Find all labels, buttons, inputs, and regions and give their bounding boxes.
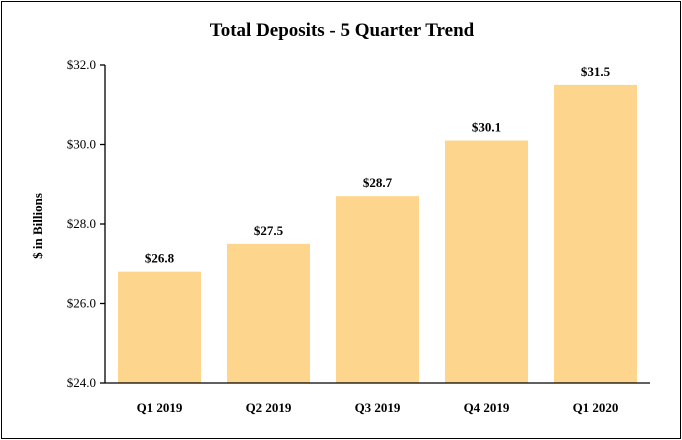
x-category-label: Q3 2019 bbox=[355, 400, 401, 415]
bar-data-label: $28.7 bbox=[363, 175, 393, 190]
y-tick-label: $32.0 bbox=[67, 57, 96, 72]
y-ticks-layer: $24.0 $26.0 $28.0 $30.0 $32.0 bbox=[67, 57, 105, 390]
bar bbox=[445, 140, 528, 383]
bar bbox=[554, 84, 637, 383]
y-tick-label: $28.0 bbox=[67, 216, 96, 231]
bar bbox=[118, 271, 201, 383]
x-category-label: Q2 2019 bbox=[246, 400, 292, 415]
y-axis-label: $ in Billions bbox=[30, 193, 45, 259]
y-tick-label: $24.0 bbox=[67, 375, 96, 390]
bar-data-label: $27.5 bbox=[254, 223, 284, 238]
bar bbox=[227, 243, 310, 383]
chart-title: Total Deposits - 5 Quarter Trend bbox=[210, 20, 475, 41]
x-category-label: Q4 2019 bbox=[464, 400, 510, 415]
y-tick-label: $26.0 bbox=[67, 296, 96, 311]
bar-data-label: $31.5 bbox=[581, 64, 611, 79]
bar bbox=[336, 196, 419, 383]
x-category-label: Q1 2019 bbox=[137, 400, 183, 415]
data-labels-layer: $26.8 $27.5 $28.7 $30.1 $31.5 bbox=[145, 64, 611, 266]
bar-data-label: $26.8 bbox=[145, 251, 175, 266]
bars-layer bbox=[118, 84, 637, 383]
x-category-label: Q1 2020 bbox=[573, 400, 619, 415]
x-categories-layer: Q1 2019 Q2 2019 Q3 2019 Q4 2019 Q1 2020 bbox=[137, 400, 619, 415]
y-tick-label: $30.0 bbox=[67, 137, 96, 152]
bar-data-label: $30.1 bbox=[472, 120, 501, 135]
